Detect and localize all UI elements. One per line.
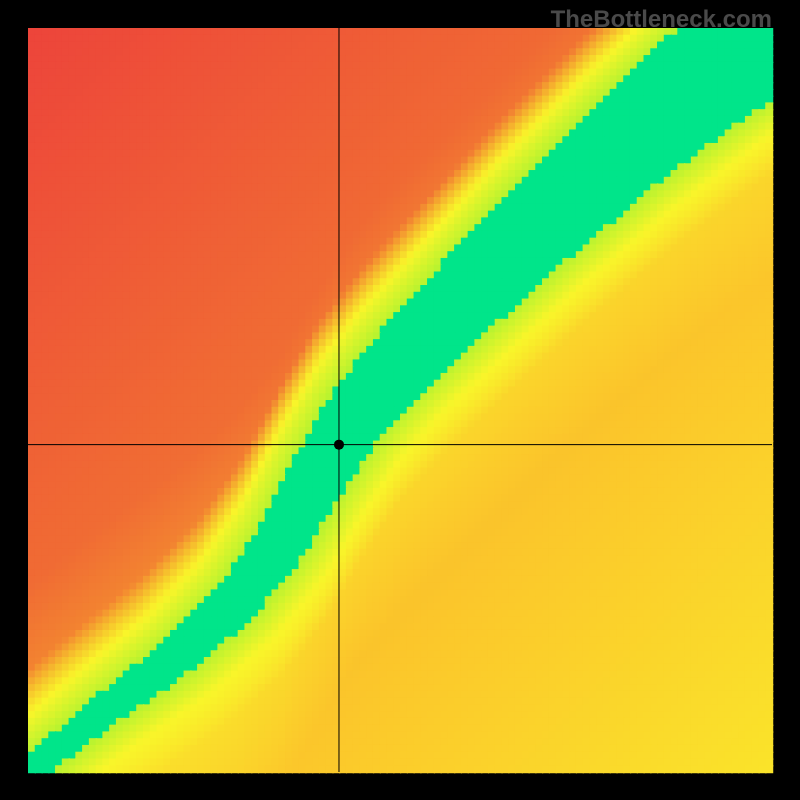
- bottleneck-heatmap: [0, 0, 800, 800]
- chart-container: TheBottleneck.com: [0, 0, 800, 800]
- watermark-text: TheBottleneck.com: [551, 6, 772, 34]
